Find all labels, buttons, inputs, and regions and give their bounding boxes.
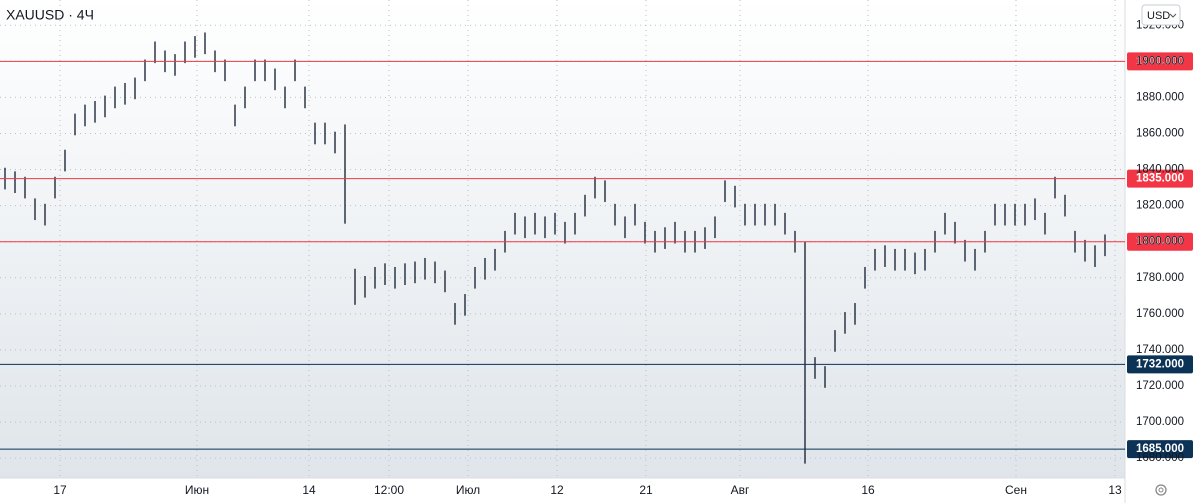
x-tick-label: 12 — [550, 483, 564, 497]
level-tag — [1127, 440, 1193, 459]
plot-background — [0, 0, 1125, 478]
y-tick-label: 1760.000 — [1136, 308, 1184, 320]
settings-icon[interactable] — [1155, 484, 1167, 496]
y-tick-label: 1840.000 — [1136, 164, 1184, 176]
level-label: 1835.000 — [1136, 173, 1184, 185]
x-tick-label: 21 — [639, 483, 653, 497]
x-tick-label: 14 — [302, 483, 316, 497]
x-tick-label: 13 — [1108, 483, 1122, 497]
x-tick-label: Авг — [731, 483, 750, 497]
y-tick-label: 1780.000 — [1136, 272, 1184, 284]
chart-title: XAUUSD · 4Ч — [6, 7, 94, 23]
dropdown-arrow — [1169, 13, 1177, 18]
y-tick-label: 1720.000 — [1136, 380, 1184, 392]
x-tick-label: 12:00 — [374, 483, 404, 497]
level-tag — [1127, 232, 1193, 251]
y-tick-label: 1800.000 — [1136, 236, 1184, 248]
level-label: 1800.000 — [1136, 236, 1184, 248]
y-tick-label: 1900.000 — [1136, 55, 1184, 67]
level-label: 1900.000 — [1136, 55, 1184, 67]
x-tick-label: 17 — [53, 483, 67, 497]
currency-label[interactable]: USD — [1147, 10, 1170, 22]
currency-button[interactable] — [1141, 4, 1181, 26]
y-tick-label: 1680.000 — [1136, 452, 1184, 464]
time-scale — [0, 478, 1125, 503]
y-tick-label: 1700.000 — [1136, 416, 1184, 428]
level-tag — [1127, 52, 1193, 71]
price-scale — [1125, 0, 1195, 503]
y-tick-label: 1820.000 — [1136, 200, 1184, 212]
y-tick-label: 1860.000 — [1136, 128, 1184, 140]
level-label: 1732.000 — [1136, 358, 1184, 370]
x-tick-label: Июл — [456, 483, 480, 497]
level-tag — [1127, 169, 1193, 188]
level-tag — [1127, 355, 1193, 374]
y-tick-label: 1740.000 — [1136, 344, 1184, 356]
level-label: 1685.000 — [1136, 443, 1184, 455]
x-tick-label: Июн — [185, 483, 209, 497]
x-tick-label: Сен — [1005, 483, 1027, 497]
y-tick-label: 1880.000 — [1136, 91, 1184, 103]
x-tick-label: 16 — [861, 483, 875, 497]
